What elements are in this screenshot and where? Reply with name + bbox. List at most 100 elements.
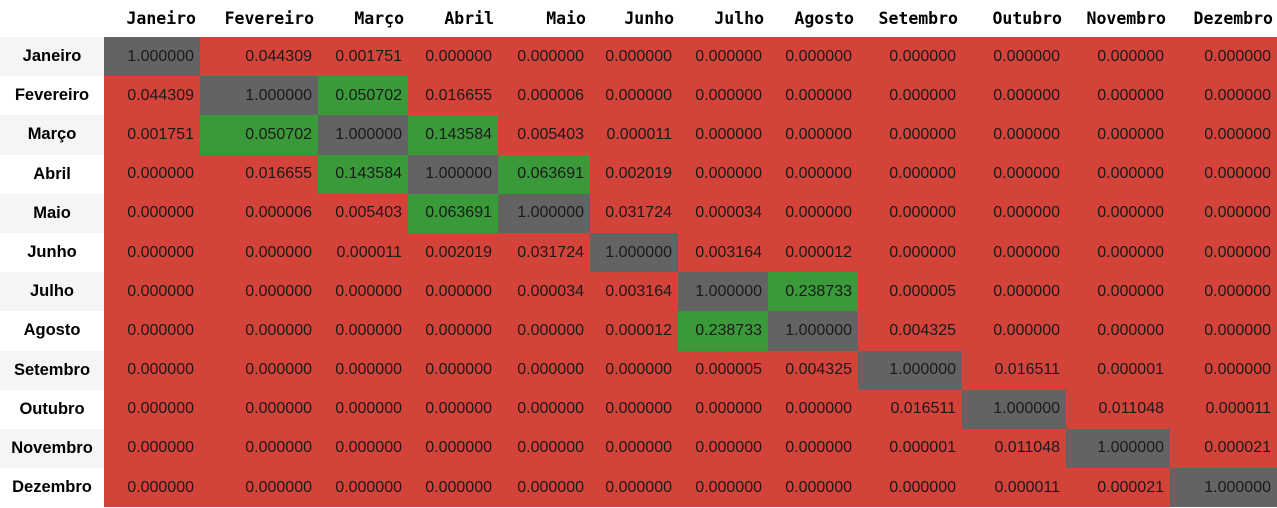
heatmap-cell: 0.050702: [200, 115, 318, 155]
table-row: Outubro 0.000000 0.000000 0.000000 0.000000 0…: [0, 389, 1277, 429]
heatmap-cell: 0.238733: [678, 311, 768, 351]
table-row: Junho 0.000000 0.000000 0.000011 0.002019 0.0…: [0, 232, 1277, 273]
heatmap-cell: 0.000000: [498, 311, 590, 351]
table-row: Agosto 0.000000 0.000000 0.000000 0.000000 0.…: [0, 311, 1277, 351]
heatmap-cell: 0.000000: [1170, 115, 1277, 155]
heatmap-cell: 0.063691: [408, 193, 498, 233]
heatmap-cell: 0.000000: [200, 232, 318, 273]
heatmap-cell: 0.000000: [678, 76, 768, 116]
heatmap-cell: 0.000001: [858, 428, 962, 469]
heatmap-cell: 0.000000: [962, 232, 1066, 273]
heatmap-cell: 0.000000: [678, 389, 768, 429]
heatmap-cell: 0.000000: [408, 37, 498, 77]
heatmap-cell: 0.000000: [318, 468, 408, 508]
heatmap-cell: 0.000006: [200, 193, 318, 233]
row-header: Março: [0, 115, 104, 155]
heatmap-cell: 0.000000: [498, 389, 590, 429]
heatmap-cell: 0.000000: [962, 115, 1066, 155]
heatmap-cell: 0.000000: [858, 37, 962, 77]
heatmap-cell: 0.000000: [1170, 154, 1277, 194]
heatmap-cell: 0.000000: [104, 350, 200, 390]
heatmap-cell: 0.003164: [678, 232, 768, 273]
heatmap-cell: 0.000000: [104, 232, 200, 273]
row-header: Fevereiro: [0, 76, 104, 116]
heatmap-cell: 0.016511: [858, 389, 962, 429]
row-header: Dezembro: [0, 468, 104, 508]
heatmap-cell: 0.000000: [1066, 37, 1170, 77]
heatmap-cell: 0.000000: [590, 428, 678, 469]
row-header: Outubro: [0, 389, 104, 429]
heatmap-cell: 0.143584: [318, 154, 408, 194]
column-header: Março: [318, 0, 408, 37]
heatmap-cell: 0.000000: [104, 193, 200, 233]
heatmap-cell: 0.000000: [200, 350, 318, 390]
table-row: Julho 0.000000 0.000000 0.000000 0.000000 0.0…: [0, 272, 1277, 312]
heatmap-cell: 0.005403: [318, 193, 408, 233]
heatmap-cell: 0.000000: [768, 37, 858, 77]
column-header: Outubro: [962, 0, 1066, 37]
heatmap-cell: 0.000021: [1170, 428, 1277, 469]
heatmap-cell: 0.000000: [408, 468, 498, 508]
heatmap-cell: 0.000000: [104, 311, 200, 351]
heatmap-cell: 0.000000: [1066, 115, 1170, 155]
row-header: Agosto: [0, 311, 104, 351]
heatmap-cell: 0.000000: [408, 389, 498, 429]
heatmap-cell: 0.011048: [962, 428, 1066, 469]
heatmap-cell: 0.000000: [1170, 37, 1277, 77]
heatmap-cell: 1.000000: [104, 37, 200, 77]
heatmap-cell: 0.000000: [318, 428, 408, 469]
corner-cell: [0, 0, 104, 37]
heatmap-cell: 0.050702: [318, 76, 408, 116]
heatmap-cell: 0.000000: [104, 468, 200, 508]
heatmap-cell: 0.000000: [408, 272, 498, 312]
table-body: Janeiro 1.000000 0.044309 0.001751 0.000000 0…: [0, 37, 1277, 508]
heatmap-cell: 0.000000: [678, 37, 768, 77]
heatmap-cell: 1.000000: [408, 154, 498, 194]
heatmap-cell: 0.000000: [590, 76, 678, 116]
heatmap-cell: 0.000000: [590, 389, 678, 429]
heatmap-cell: 0.000000: [858, 76, 962, 116]
table-row: Setembro 0.000000 0.000000 0.000000 0.000000…: [0, 350, 1277, 390]
heatmap-cell: 0.000000: [1066, 76, 1170, 116]
heatmap-cell: 0.000000: [498, 37, 590, 77]
heatmap-cell: 1.000000: [498, 193, 590, 233]
heatmap-cell: 0.001751: [104, 115, 200, 155]
table-row: Abril 0.000000 0.016655 0.143584 1.000000 0.0…: [0, 154, 1277, 194]
column-header: Abril: [408, 0, 498, 37]
heatmap-cell: 0.031724: [498, 232, 590, 273]
heatmap-cell: 0.000000: [318, 272, 408, 312]
heatmap-cell: 0.000021: [1066, 468, 1170, 508]
heatmap-cell: 0.000012: [590, 311, 678, 351]
heatmap-cell: 0.000000: [318, 311, 408, 351]
heatmap-cell: 0.000000: [104, 154, 200, 194]
heatmap-cell: 0.000000: [1170, 76, 1277, 116]
heatmap-cell: 0.000000: [1170, 232, 1277, 273]
heatmap-cell: 0.000000: [678, 154, 768, 194]
heatmap-cell: 0.000000: [768, 389, 858, 429]
heatmap-cell: 0.000000: [200, 272, 318, 312]
heatmap-cell: 0.000000: [962, 193, 1066, 233]
heatmap-cell: 1.000000: [318, 115, 408, 155]
heatmap-cell: 0.000011: [962, 468, 1066, 508]
row-header: Novembro: [0, 428, 104, 469]
row-header: Setembro: [0, 350, 104, 390]
heatmap-cell: 0.000000: [1066, 311, 1170, 351]
table-row: Dezembro 0.000000 0.000000 0.000000 0.000000…: [0, 468, 1277, 508]
heatmap-cell: 0.143584: [408, 115, 498, 155]
heatmap-cell: 0.000000: [200, 311, 318, 351]
heatmap-cell: 0.000000: [768, 154, 858, 194]
heatmap-cell: 0.000000: [590, 37, 678, 77]
heatmap-cell: 0.000000: [768, 76, 858, 116]
heatmap-cell: 0.000000: [1170, 193, 1277, 233]
heatmap-cell: 0.000000: [962, 272, 1066, 312]
heatmap-cell: 0.063691: [498, 154, 590, 194]
column-header: Janeiro: [104, 0, 200, 37]
table-row: Janeiro 1.000000 0.044309 0.001751 0.000000 0…: [0, 37, 1277, 77]
table-row: Março 0.001751 0.050702 1.000000 0.143584 0.0…: [0, 115, 1277, 155]
heatmap-cell: 0.003164: [590, 272, 678, 312]
heatmap-cell: 0.000000: [1066, 154, 1170, 194]
heatmap-cell: 0.044309: [104, 76, 200, 116]
heatmap-cell: 0.000000: [408, 311, 498, 351]
heatmap-cell: 0.000000: [768, 193, 858, 233]
heatmap-cell: 0.000000: [678, 428, 768, 469]
